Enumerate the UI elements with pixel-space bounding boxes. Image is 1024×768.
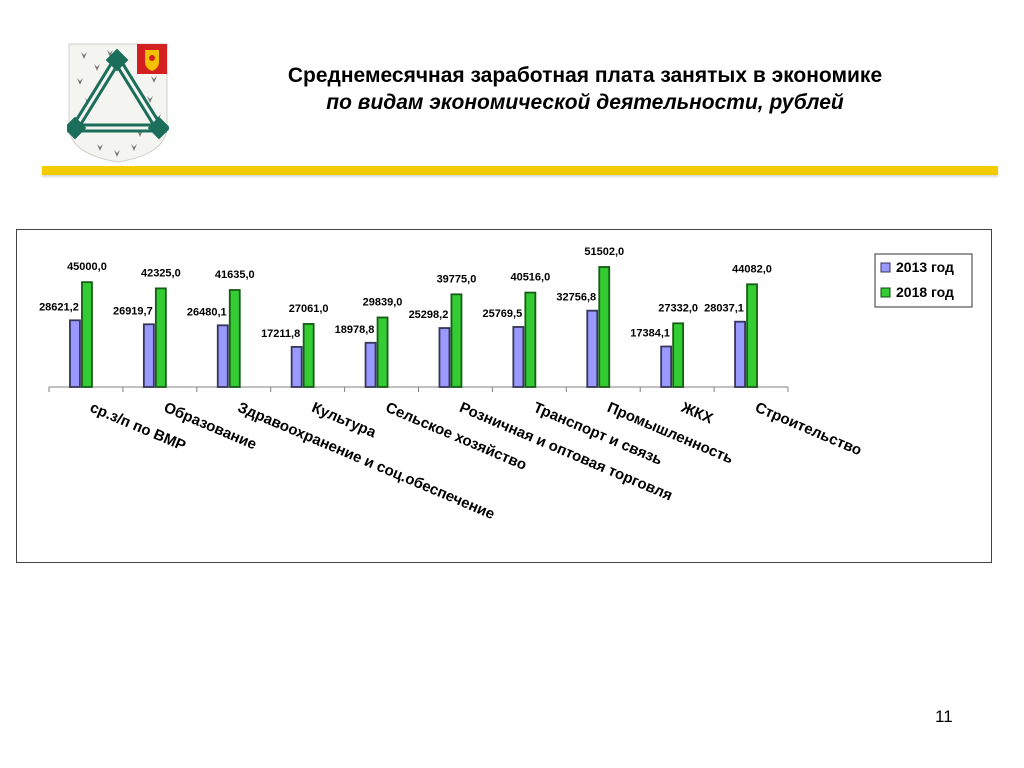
legend-box — [874, 253, 973, 308]
data-label-2013: 28621,2 — [39, 301, 79, 313]
slide-title-line1: Среднемесячная заработная плата занятых … — [287, 64, 883, 87]
bar-2018 — [672, 322, 685, 388]
category-label: Промышленность — [605, 399, 736, 467]
bar-2018 — [746, 283, 758, 388]
bar-2018 — [598, 266, 611, 388]
data-label-2018: 45000,0 — [67, 261, 107, 273]
legend-label: 2013 год — [896, 259, 954, 275]
bar-2013 — [660, 345, 673, 388]
bar-2013 — [142, 323, 155, 388]
data-label-2013: 26480,1 — [187, 306, 227, 318]
bar-2018 — [524, 291, 537, 388]
data-label-2018: 27061,0 — [289, 303, 329, 315]
bar-2018 — [81, 281, 93, 388]
category-label: Строительство — [753, 399, 865, 459]
bar-2013 — [364, 341, 377, 388]
mini-arms-inset — [137, 44, 167, 74]
data-label-2018: 42325,0 — [141, 267, 181, 279]
coat-of-arms-emblem — [63, 42, 171, 164]
bar-2018 — [228, 289, 241, 388]
data-label-2018: 27332,0 — [658, 302, 698, 314]
category-label: Здравоохранение и соц.обеспечение — [235, 399, 497, 523]
data-label-2013: 17211,8 — [261, 328, 300, 340]
data-label-2013: 25769,5 — [482, 308, 522, 320]
bar-2018 — [376, 316, 389, 388]
data-label-2013: 32756,8 — [556, 292, 596, 304]
bar-2013 — [69, 319, 81, 388]
page-number: 11 — [935, 707, 953, 726]
data-label-2018: 29839,0 — [363, 296, 403, 308]
legend-swatch — [880, 262, 891, 273]
data-label-2013: 18978,8 — [335, 324, 375, 336]
bar-2013 — [586, 309, 599, 388]
data-label-2013: 28037,1 — [704, 303, 744, 315]
slide-title-line2: по видам экономической деятельности, руб… — [326, 91, 844, 114]
bar-2013 — [512, 326, 525, 388]
data-label-2013: 17384,1 — [630, 327, 670, 339]
category-label: Сельское хозяйство — [383, 399, 529, 474]
bar-2013 — [734, 320, 746, 388]
bar-2018 — [154, 287, 167, 388]
legend-label: 2018 год — [896, 284, 954, 300]
data-label-2018: 39775,0 — [437, 273, 477, 285]
bar-2013 — [438, 327, 451, 388]
data-label-2018: 40516,0 — [510, 272, 550, 284]
bar-2018 — [302, 323, 315, 388]
bar-2018 — [450, 293, 463, 388]
data-label-2018: 51502,0 — [584, 246, 624, 258]
data-label-2013: 26919,7 — [113, 305, 153, 317]
category-label: ЖКХ — [678, 399, 716, 428]
legend-swatch — [880, 287, 891, 298]
data-label-2018: 41635,0 — [215, 269, 255, 281]
data-label-2018: 44082,0 — [732, 263, 772, 275]
slide-title: Среднемесячная заработная плата занятых … — [200, 62, 970, 116]
bar-2013 — [216, 324, 229, 388]
chart-frame: 28621,2 45000,0 ср.з/п по ВМР 26919,7 42325,… — [16, 229, 992, 563]
data-label-2013: 25298,2 — [409, 309, 449, 321]
bar-2013 — [290, 345, 303, 388]
title-divider-bar — [42, 166, 998, 175]
